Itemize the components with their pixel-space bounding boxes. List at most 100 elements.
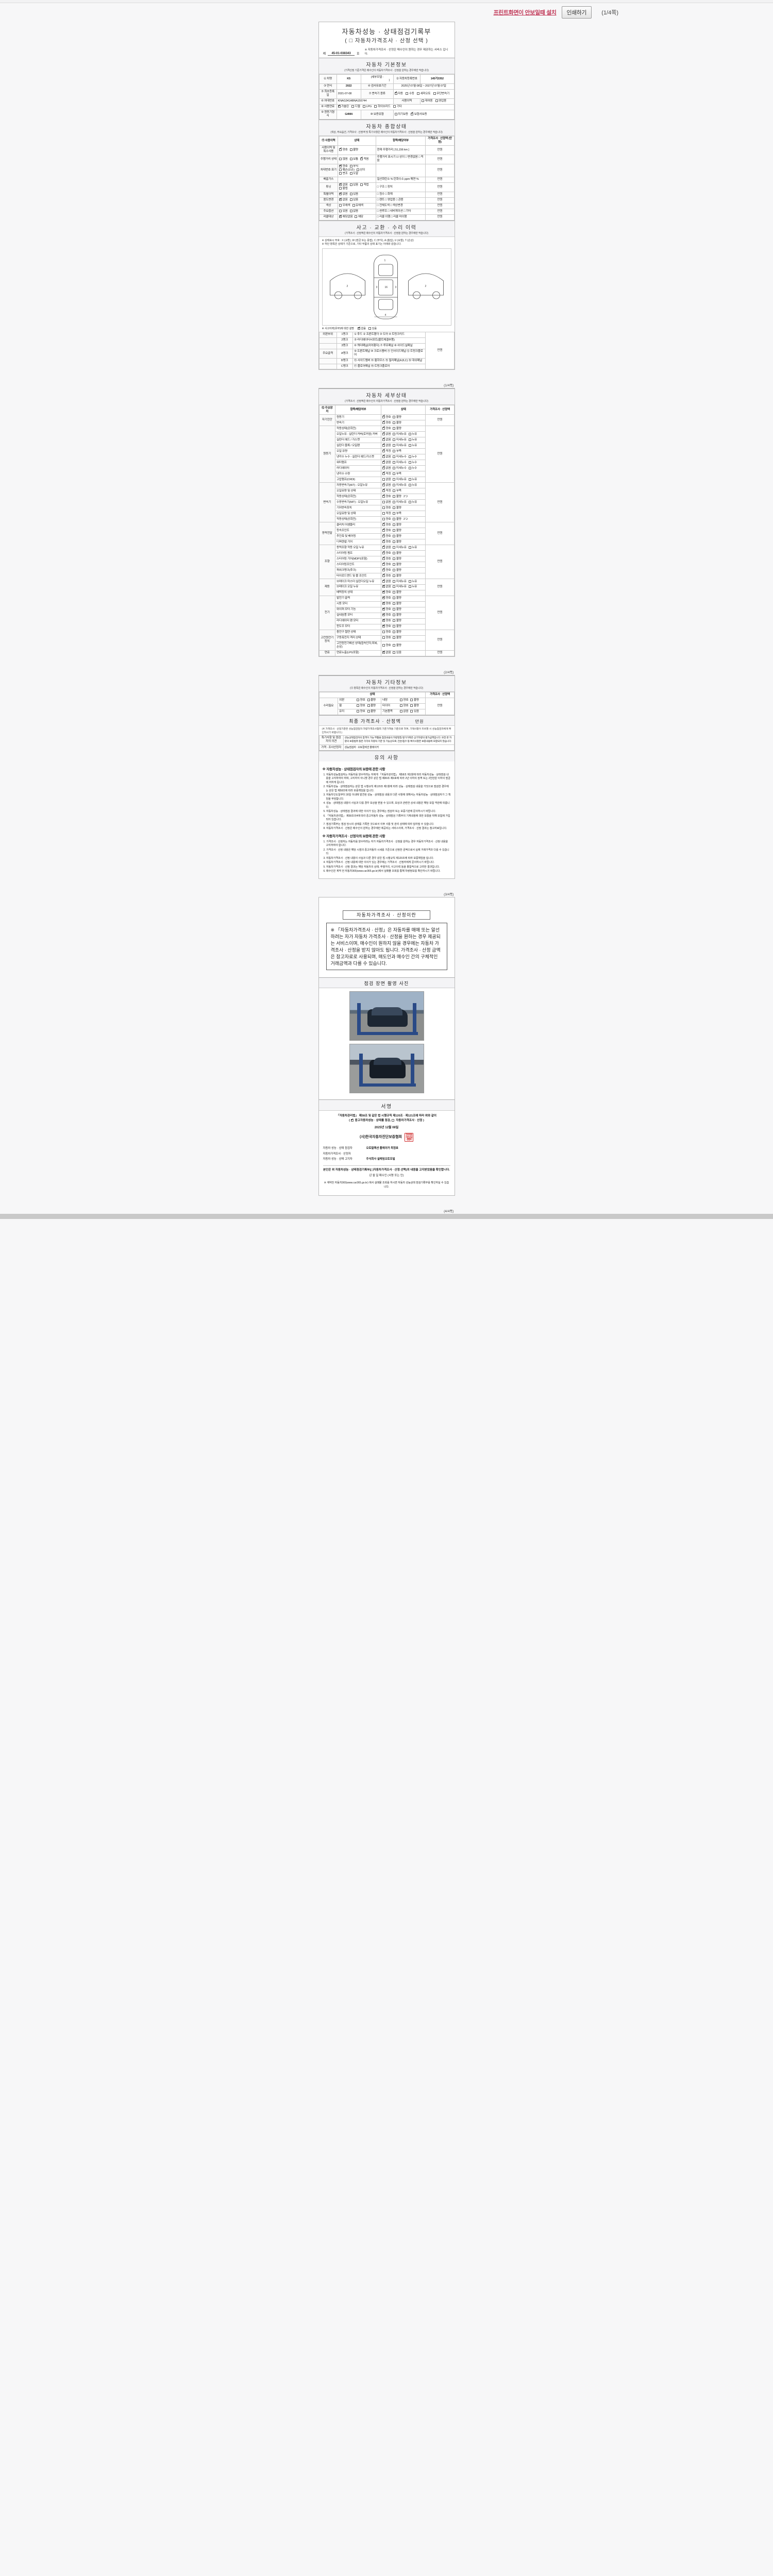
- checkbox-양호[interactable]: [382, 607, 385, 611]
- checkbox-양호[interactable]: [382, 522, 385, 527]
- checkbox-해당[interactable]: [355, 215, 358, 218]
- accident-legend[interactable]: ※ 사고이력(유무)에 대한 설명 없음 있음: [322, 326, 451, 330]
- checkbox-많음[interactable]: [339, 157, 342, 160]
- checkbox-불량[interactable]: [393, 557, 396, 560]
- checkbox-무채색[interactable]: [339, 204, 342, 207]
- checkbox-양호[interactable]: [382, 643, 385, 647]
- checkbox-불량[interactable]: [393, 625, 396, 628]
- checkbox-미세누유[interactable]: [393, 483, 396, 486]
- checkbox-불량[interactable]: [393, 529, 396, 532]
- checkbox-누유[interactable]: [408, 546, 411, 549]
- checkbox-없음[interactable]: [400, 710, 402, 713]
- checkbox-없음[interactable]: [339, 192, 342, 196]
- checkbox-누유[interactable]: [408, 580, 411, 583]
- other-cell[interactable]: 기본품목 없음 있음: [380, 708, 426, 715]
- checkbox-있음[interactable]: [349, 198, 352, 201]
- checkbox-상이[interactable]: [356, 168, 359, 172]
- checkbox-불량[interactable]: [393, 517, 396, 520]
- checkbox-불량[interactable]: [393, 591, 396, 594]
- checkbox-불법[interactable]: [339, 187, 342, 190]
- checkbox-보통[interactable]: [349, 157, 352, 160]
- checkbox-도말[interactable]: [349, 172, 352, 175]
- checkbox-fuel-etc[interactable]: [393, 105, 396, 108]
- row-state[interactable]: 없음 있음: [338, 191, 376, 198]
- checkbox-양호[interactable]: [400, 704, 402, 707]
- inspection-photo-rear[interactable]: [349, 1043, 424, 1093]
- detail-state[interactable]: 적정 부족: [381, 471, 426, 478]
- detail-state[interactable]: 적정 부족: [381, 488, 426, 495]
- checkbox-미세누수[interactable]: [393, 461, 396, 464]
- checkbox-양호[interactable]: [382, 528, 385, 532]
- checkbox-누유[interactable]: [408, 444, 411, 447]
- checkbox-양호[interactable]: [382, 573, 385, 577]
- checkbox-불량[interactable]: [367, 699, 370, 702]
- checkbox-누유[interactable]: [408, 438, 411, 441]
- checkbox-양호[interactable]: [357, 699, 360, 702]
- checkbox-performance-check[interactable]: [350, 1118, 354, 1123]
- row-state[interactable]: 많음 보통 적음: [338, 154, 376, 164]
- checkbox-auto[interactable]: [394, 91, 397, 95]
- checkbox-양호[interactable]: [382, 596, 385, 600]
- checkbox-미세누유[interactable]: [393, 500, 396, 503]
- other-cell[interactable]: 휠 양호 불량: [338, 703, 381, 709]
- checkbox-양호[interactable]: [382, 568, 385, 571]
- checkbox-불량[interactable]: [349, 148, 352, 151]
- checkbox-불량[interactable]: [393, 523, 396, 526]
- checkbox-없음[interactable]: [339, 198, 342, 201]
- checkbox-manual[interactable]: [406, 92, 409, 95]
- checkbox-불량[interactable]: [393, 568, 396, 571]
- checkbox-있음[interactable]: [349, 193, 352, 196]
- row-state[interactable]: 없음 있음: [338, 197, 376, 204]
- checkbox-양호[interactable]: [357, 710, 360, 713]
- checkbox-양호[interactable]: [382, 415, 385, 419]
- checkbox-불량[interactable]: [393, 534, 396, 537]
- checkbox-불량[interactable]: [410, 704, 413, 707]
- checkbox-부족[interactable]: [393, 512, 396, 515]
- checkbox-불량[interactable]: [393, 597, 396, 600]
- usage-options[interactable]: 대여용 영업용: [419, 98, 455, 105]
- checkbox-있음[interactable]: [349, 183, 352, 187]
- checkbox-없음[interactable]: [382, 454, 385, 459]
- checkbox-불량[interactable]: [393, 614, 396, 617]
- detail-state[interactable]: 적정 부족: [381, 511, 426, 517]
- checkbox-불량[interactable]: [393, 495, 396, 498]
- checkbox-self-warranty[interactable]: [394, 112, 397, 115]
- checkbox-불량[interactable]: [393, 631, 396, 634]
- checkbox-price-assessment[interactable]: [392, 1118, 395, 1122]
- checkbox-양호[interactable]: [382, 517, 385, 520]
- row-state[interactable]: 있음 없음: [338, 208, 376, 215]
- checkbox-불량[interactable]: [410, 699, 413, 702]
- checkbox-없음[interactable]: [382, 443, 385, 447]
- checkbox-미세누수[interactable]: [393, 466, 396, 469]
- row-state[interactable]: 해당없음 해당: [338, 214, 376, 221]
- checkbox-누유[interactable]: [408, 483, 411, 486]
- checkbox-없음[interactable]: [339, 183, 342, 187]
- checkbox-양호[interactable]: [357, 704, 360, 707]
- checkbox-없음[interactable]: [382, 651, 385, 654]
- checkbox-양호[interactable]: [382, 506, 385, 509]
- checkbox-있음[interactable]: [339, 210, 342, 213]
- checkbox-양호[interactable]: [400, 699, 402, 702]
- row-state[interactable]: 없음 있음 적법불법: [338, 182, 376, 192]
- checkbox-누유[interactable]: [408, 432, 411, 435]
- checkbox-양호[interactable]: [382, 636, 385, 639]
- checkbox-양호[interactable]: [382, 494, 385, 498]
